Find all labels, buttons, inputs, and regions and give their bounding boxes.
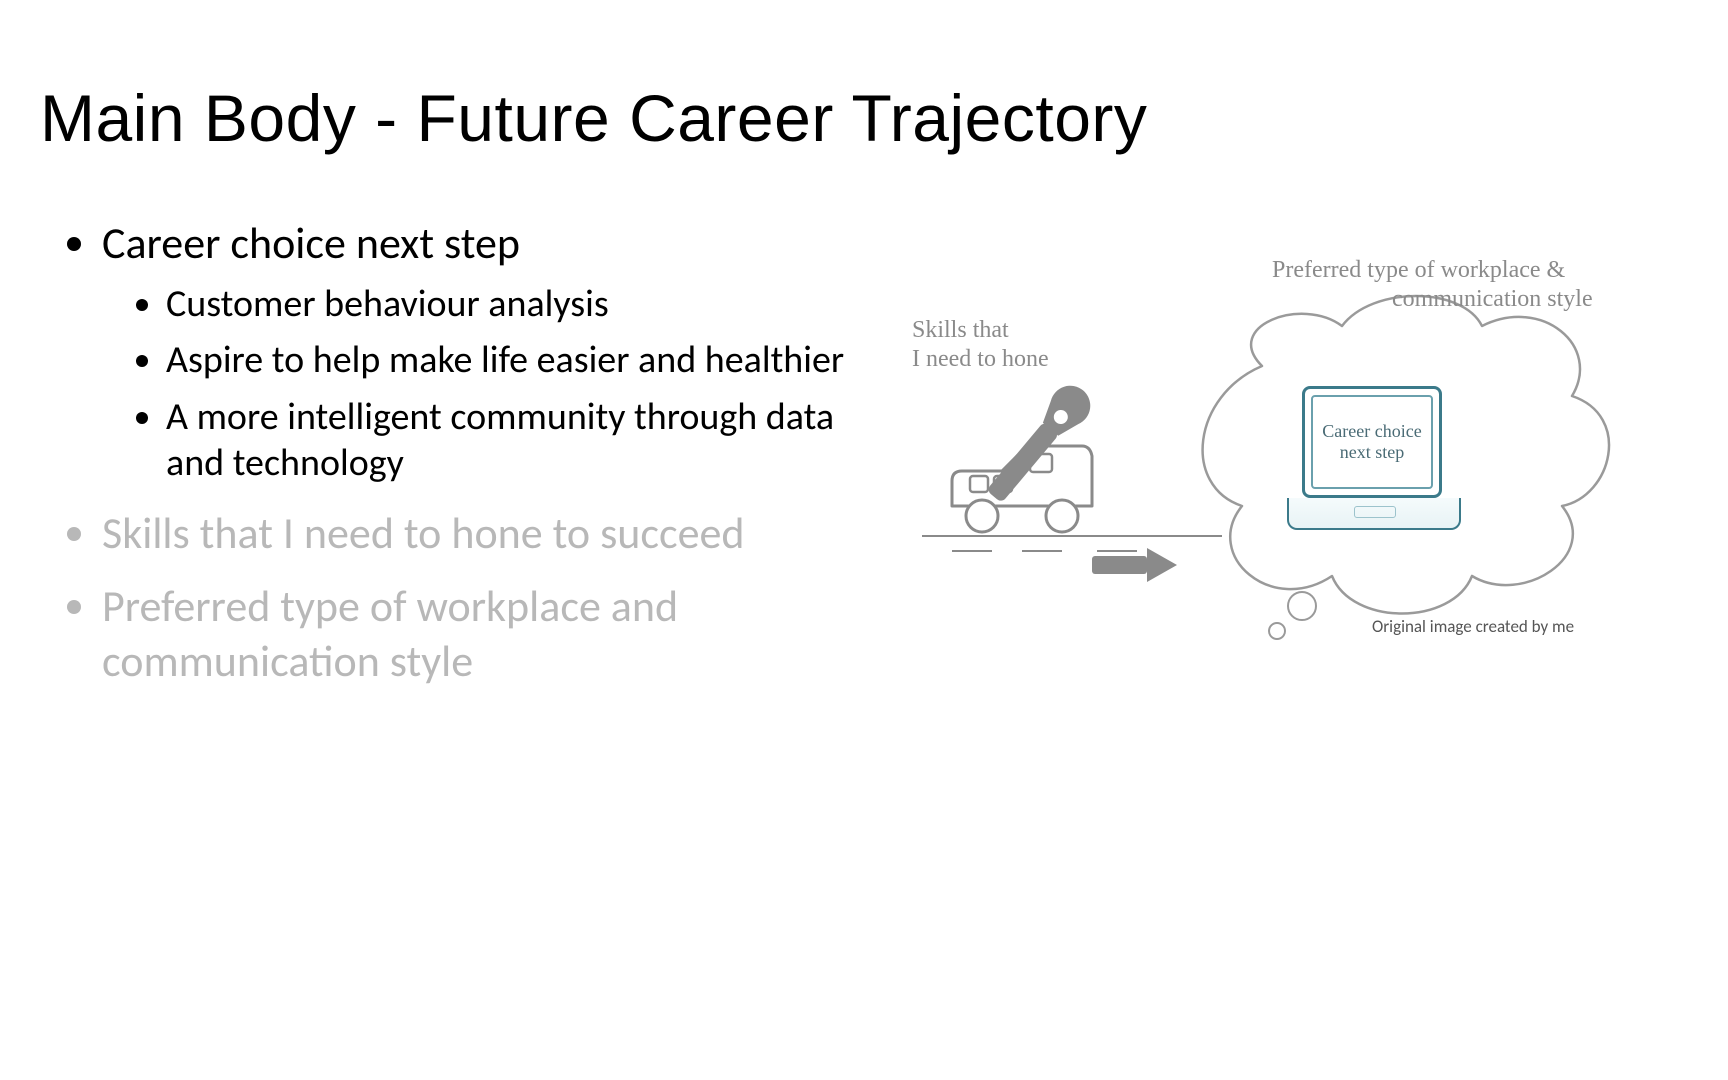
car-wrench-icon — [922, 376, 1222, 576]
laptop-text: Career choice next step — [1322, 421, 1421, 462]
sub-bullet: Customer behaviour analysis — [166, 281, 882, 327]
sub-bullet: A more intelligent community through dat… — [166, 394, 882, 487]
bullet-label: Career choice next step — [102, 216, 520, 270]
content-row: Career choice next step Customer behavio… — [40, 216, 1688, 707]
image-caption: Original image created by me — [1372, 616, 1574, 637]
laptop-icon: Career choice next step — [1302, 386, 1461, 530]
slide: Main Body - Future Career Trajectory Car… — [0, 0, 1728, 1080]
bullet-list: Career choice next step Customer behavio… — [40, 216, 882, 707]
sub-bullet: Aspire to help make life easier and heal… — [166, 337, 882, 383]
illustration: Career choice next step Skills that I ne… — [902, 256, 1662, 676]
bullet-career-choice: Career choice next step Customer behavio… — [102, 216, 882, 486]
slide-title: Main Body - Future Career Trajectory — [40, 80, 1688, 156]
bullet-workplace: Preferred type of workplace and communic… — [102, 579, 882, 689]
bullet-skills: Skills that I need to hone to succeed — [102, 506, 882, 561]
label-workplace: Preferred type of workplace & communicat… — [1272, 256, 1672, 314]
label-skills: Skills that I need to hone — [912, 316, 1049, 374]
